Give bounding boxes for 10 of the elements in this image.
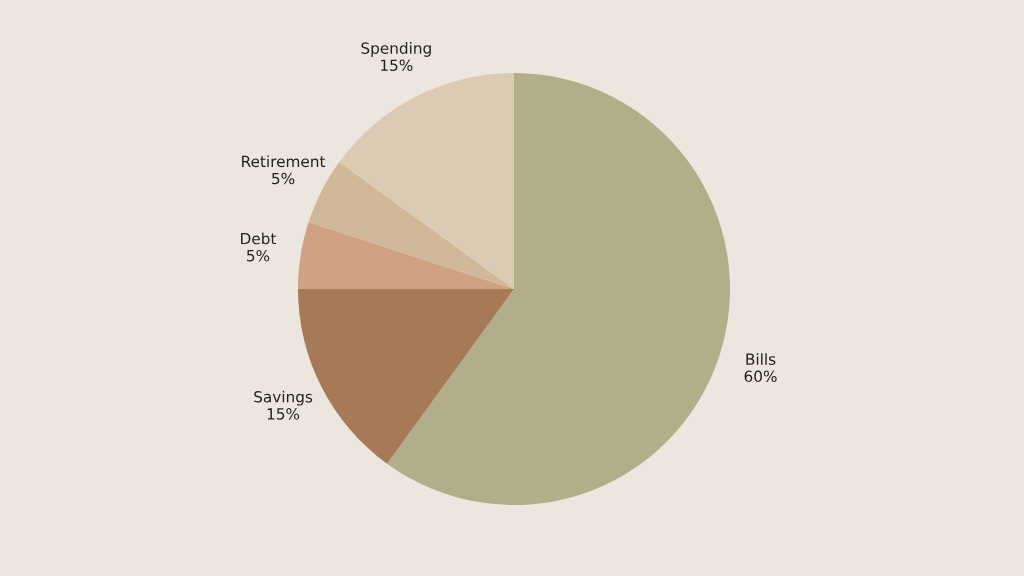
data-label: 5% <box>272 172 295 185</box>
data-label: 15% <box>381 59 413 72</box>
data-label: 5% <box>247 249 270 262</box>
slice-label: Debt <box>241 232 277 245</box>
slice-label: Savings <box>254 390 313 406</box>
slice-label: Retirement <box>242 155 326 168</box>
data-label: 15% <box>267 408 300 420</box>
slice-label: Spending <box>361 42 431 57</box>
data-label: 60% <box>744 370 777 383</box>
slice-label: Bills <box>746 353 776 365</box>
